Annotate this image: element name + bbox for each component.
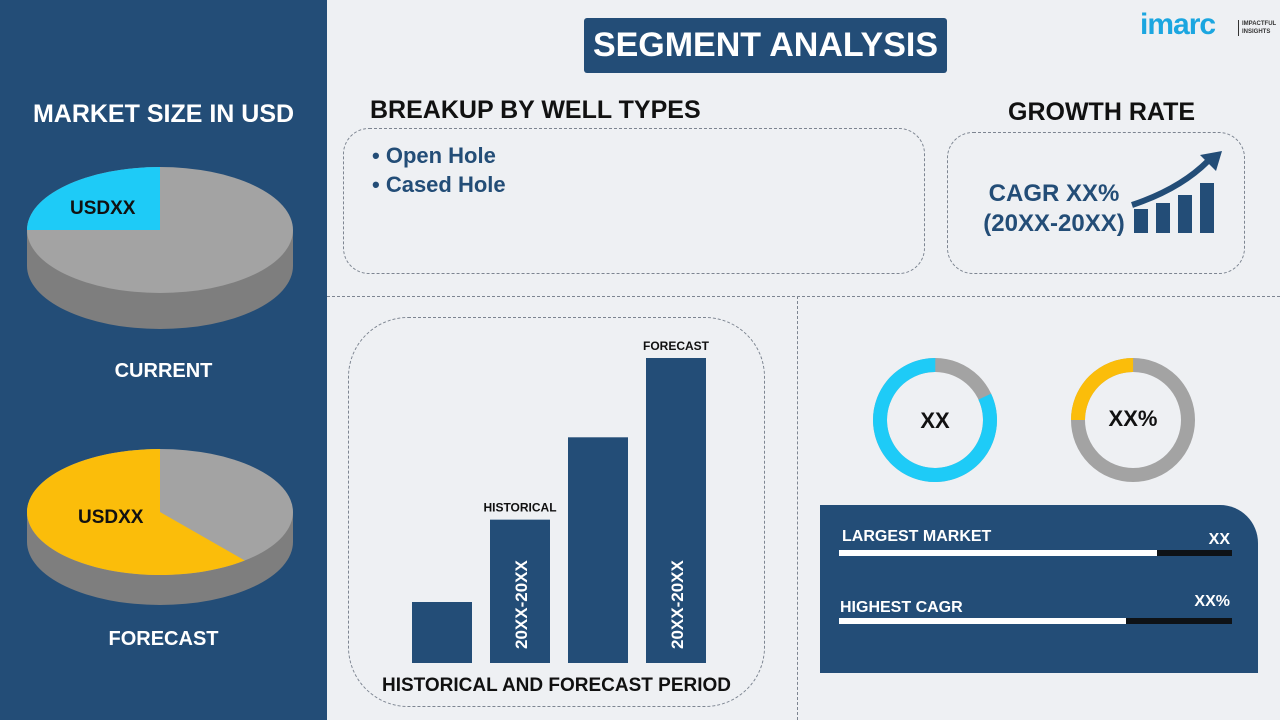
breakup-item: • Cased Hole	[372, 172, 506, 197]
breakup-item-label: Cased Hole	[385, 172, 506, 197]
market-size-title: MARKET SIZE IN USD	[32, 100, 295, 128]
donut-2-label: XX%	[1108, 406, 1158, 431]
current-pie-highlight-slice	[27, 167, 160, 230]
largest-market-bar	[839, 550, 1232, 556]
donut-1-label: XX	[920, 408, 950, 433]
imarc-logo: imarc IMPACTFUL INSIGHTS	[1140, 8, 1276, 42]
bar-chart: HISTORICAL 20XX-20XX FORECAST 20XX-20XX	[412, 339, 710, 663]
growth-box: CAGR XX% (20XX-20XX)	[947, 132, 1245, 274]
page-title: SEGMENT ANALYSIS	[584, 18, 947, 73]
highest-cagr-value: XX%	[1194, 593, 1230, 610]
bar-annotation: HISTORICAL	[483, 501, 556, 515]
highest-cagr-label: HIGHEST CAGR	[840, 599, 963, 616]
largest-market-value: XX	[1208, 531, 1230, 548]
divider-horizontal	[327, 296, 1280, 297]
bar-4	[646, 358, 706, 663]
donut-2-segment	[1071, 358, 1195, 482]
bar-annotation: FORECAST	[643, 339, 710, 353]
bar-category-label: 20XX-20XX	[668, 560, 687, 649]
breakup-title: BREAKUP BY WELL TYPES	[370, 96, 701, 124]
bar-category-label: 20XX-20XX	[512, 560, 531, 649]
breakup-item-label: Open Hole	[385, 143, 496, 168]
growth-title: GROWTH RATE	[1008, 98, 1196, 126]
stats-panel: LARGEST MARKET XX HIGHEST CAGR XX%	[820, 505, 1258, 673]
highest-cagr-bar-fill	[839, 618, 1126, 624]
bar-chart-frame	[348, 317, 765, 707]
breakup-box: • Open Hole • Cased Hole	[343, 128, 925, 274]
cagr-value: CAGR XX%	[988, 180, 1120, 207]
breakup-item: • Open Hole	[372, 143, 496, 168]
current-pie	[27, 167, 293, 329]
forecast-label: FORECAST	[108, 628, 219, 650]
largest-market-label: LARGEST MARKET	[842, 528, 992, 545]
largest-market-bar-fill	[839, 550, 1158, 556]
logo-tagline-1: IMPACTFUL	[1242, 21, 1277, 27]
forecast-pie-label: USDXX	[78, 507, 144, 528]
forecast-pie	[27, 449, 293, 605]
bar-1	[412, 602, 472, 663]
bar-3	[568, 437, 628, 663]
donut-1-segment	[873, 358, 997, 482]
highest-cagr-bar	[839, 618, 1232, 624]
current-label: CURRENT	[114, 360, 213, 382]
breakup-list: • Open Hole • Cased Hole	[372, 141, 506, 199]
growth-chart-icon	[1131, 151, 1222, 233]
bar-2	[490, 519, 550, 663]
divider-vertical	[797, 296, 798, 720]
forecast-pie-highlight-slice	[27, 449, 245, 575]
logo-text: imarc	[1140, 8, 1216, 41]
logo-tagline: IMPACTFUL INSIGHTS	[1238, 20, 1276, 36]
donut-charts	[873, 358, 1195, 482]
bar-chart-title: HISTORICAL AND FORECAST PERIOD	[381, 675, 732, 696]
cagr-period: (20XX-20XX)	[983, 210, 1125, 237]
current-pie-label: USDXX	[70, 198, 136, 219]
logo-tagline-2: INSIGHTS	[1242, 29, 1271, 35]
cagr-text: CAGR XX% (20XX-20XX)	[974, 179, 1134, 239]
market-size-panel: MARKET SIZE IN USD USDXX CURRENT USDXX F…	[0, 0, 327, 720]
